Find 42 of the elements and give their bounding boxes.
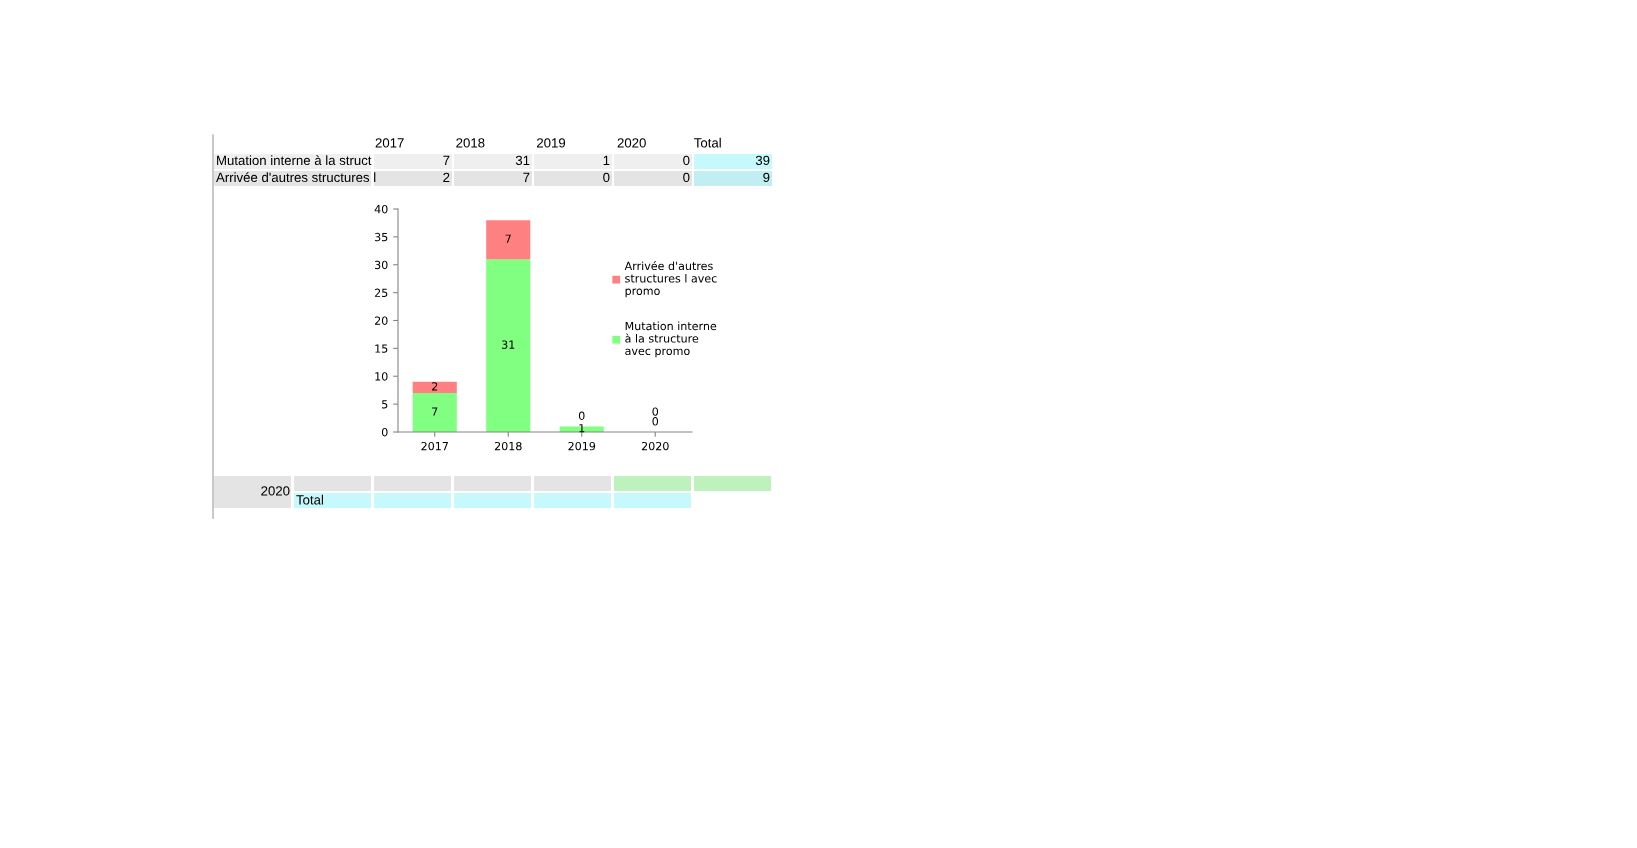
text: 39 [755,155,770,166]
annotation: 0 [652,417,659,426]
text: Total [296,494,323,505]
data-label: 0 [683,172,690,183]
x-tick-label: 2019 [568,441,596,451]
y-tick-label: 40 [374,204,388,214]
text: Arrivée d'autres structures l [216,172,376,183]
data-label: 7 [443,155,450,165]
data-label: 31 [515,155,530,166]
y-tick-label: 5 [382,400,388,409]
bar [486,259,531,432]
text: 2020 [261,486,290,496]
annotation: 7 [505,234,511,243]
annotation: 1 [579,424,585,433]
bar [486,220,531,260]
annotation: 0 [652,407,659,416]
legend-label: Mutation interne à la structure avec promo [625,321,717,358]
y-tick-label: 30 [374,260,388,270]
legend-label: Arrivée d'autres structures l avec promo [624,261,717,298]
x-tick-label: 2017 [421,441,448,451]
annotation: 7 [432,407,438,416]
y-tick-label: 25 [374,288,388,297]
data-label: 1 [603,155,610,165]
text: Mutation interne à la struct [217,155,372,166]
annotation: 0 [578,411,585,420]
x-tick-label: 2020 [641,441,669,451]
category-label: 2017 2018 2019 2020 Total [375,137,721,148]
y-tick-label: 0 [381,427,388,437]
y-tick-label: 20 [374,316,388,325]
data-label: 7 [523,172,530,182]
bar [412,381,457,393]
bar [412,392,457,432]
data-label: 0 [683,155,690,166]
y-tick-label: 35 [374,232,388,242]
annotation: 2 [432,382,438,391]
text: 9 [763,172,770,183]
data-label: 2 [443,172,450,182]
annotation: 31 [502,340,515,349]
x-tick-label: 2018 [494,441,522,451]
data-label: 0 [603,172,610,183]
y-tick-label: 15 [375,344,388,353]
y-tick-label: 10 [375,372,388,381]
